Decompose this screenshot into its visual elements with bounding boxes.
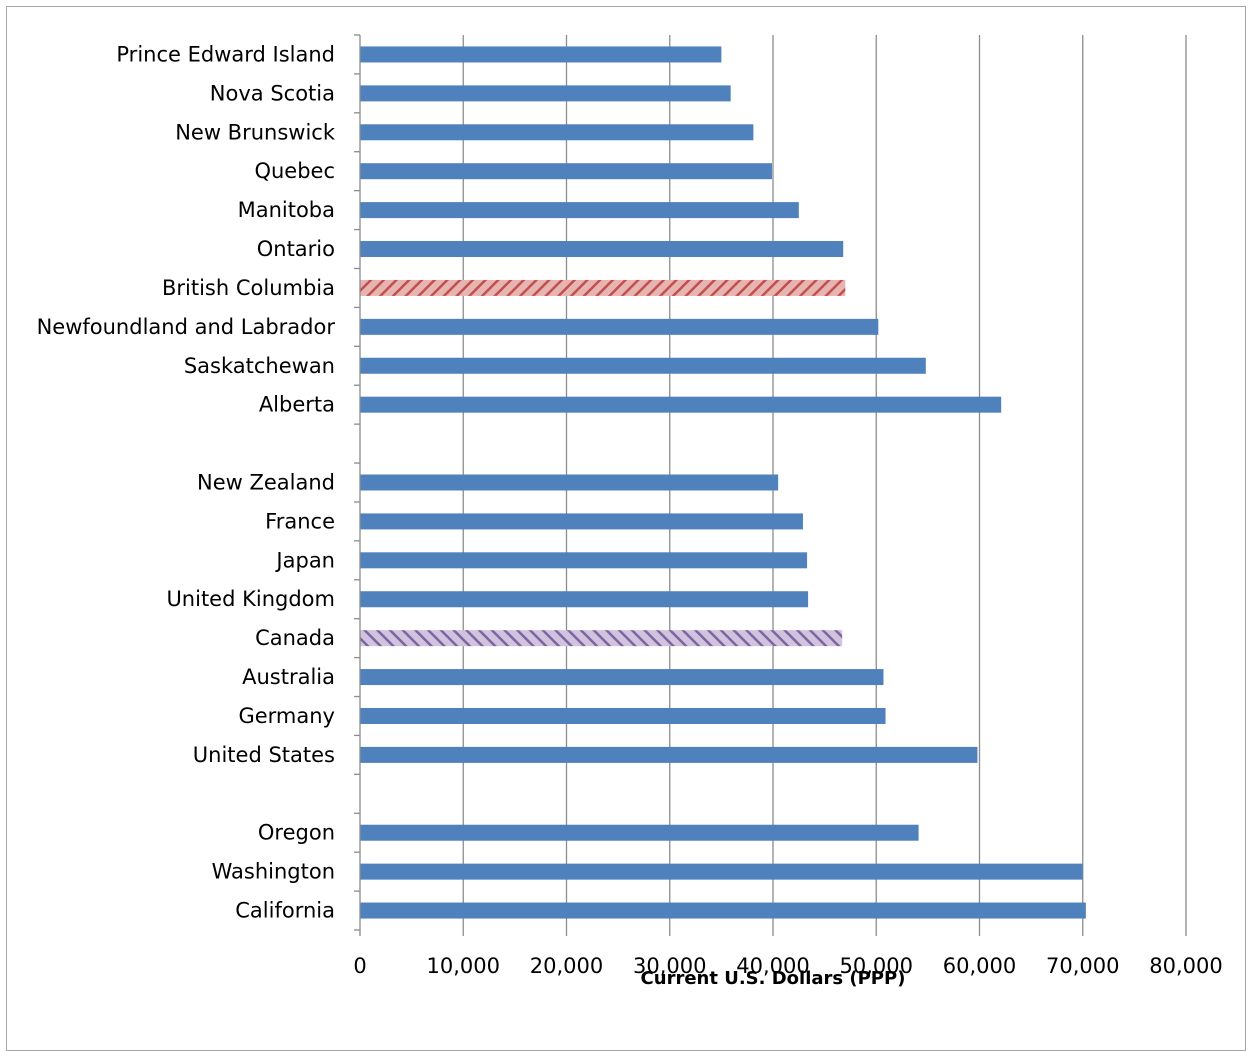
category-label: Manitoba: [238, 198, 335, 222]
category-label: Australia: [242, 665, 335, 689]
x-tick-label: 30,000: [633, 954, 706, 978]
x-tick-label: 60,000: [943, 954, 1016, 978]
category-label: United States: [193, 743, 335, 767]
bar-japan: [360, 552, 808, 569]
bar-saskatchewan: [360, 357, 926, 374]
x-tick-label: 70,000: [1046, 954, 1119, 978]
category-label: Nova Scotia: [210, 81, 335, 105]
category-label: Newfoundland and Labrador: [37, 315, 336, 339]
bar-alberta: [360, 396, 1002, 413]
x-tick-label: 20,000: [530, 954, 603, 978]
bar-newfoundland-and-labrador: [360, 318, 879, 335]
category-label: France: [265, 509, 335, 533]
x-tick-label: 40,000: [736, 954, 809, 978]
x-axis-title: Current U.S. Dollars (PPP): [641, 968, 906, 989]
x-tick-label: 80,000: [1149, 954, 1222, 978]
category-label: Canada: [255, 626, 335, 650]
bar-france: [360, 513, 803, 530]
category-label: British Columbia: [162, 276, 335, 300]
category-label: Oregon: [258, 821, 335, 845]
category-label: United Kingdom: [166, 587, 335, 611]
bar-manitoba: [360, 202, 799, 219]
category-label: New Brunswick: [175, 120, 336, 144]
x-tick-label: 0: [353, 954, 366, 978]
category-label: Alberta: [259, 393, 335, 417]
category-label: Saskatchewan: [184, 354, 335, 378]
bar-united-states: [360, 746, 978, 763]
bar-new-brunswick: [360, 124, 754, 141]
bar-ontario: [360, 241, 844, 258]
category-label: Prince Edward Island: [116, 42, 335, 66]
axes: [354, 34, 1187, 936]
bar-prince-edward-island: [360, 46, 722, 63]
bar-germany: [360, 707, 886, 724]
x-tick-label: 10,000: [427, 954, 500, 978]
category-label: Washington: [212, 860, 335, 884]
category-label: Germany: [238, 704, 335, 728]
category-label: Ontario: [257, 237, 335, 261]
bar-canada: [360, 630, 843, 647]
x-tick-label: 50,000: [840, 954, 913, 978]
bar-new-zealand: [360, 474, 779, 491]
category-label: New Zealand: [197, 471, 335, 495]
bar-nova-scotia: [360, 85, 731, 102]
category-label: Quebec: [254, 159, 335, 183]
bar-united-kingdom: [360, 591, 809, 608]
category-label: Japan: [274, 548, 335, 572]
bar-quebec: [360, 163, 772, 180]
bar-oregon: [360, 824, 919, 841]
category-label: California: [235, 899, 335, 923]
bar-british-columbia: [360, 279, 846, 296]
bar-california: [360, 902, 1086, 919]
bar-washington: [360, 863, 1083, 880]
category-labels: Prince Edward Island Nova Scotia New Bruns…: [37, 42, 336, 922]
x-tick-labels: 0 10,000 20,000 30,000 40,000 50,000 60,000 70,…: [353, 954, 1222, 978]
bars: [360, 46, 1086, 919]
bar-australia: [360, 669, 884, 686]
gridlines: [462, 35, 1187, 930]
